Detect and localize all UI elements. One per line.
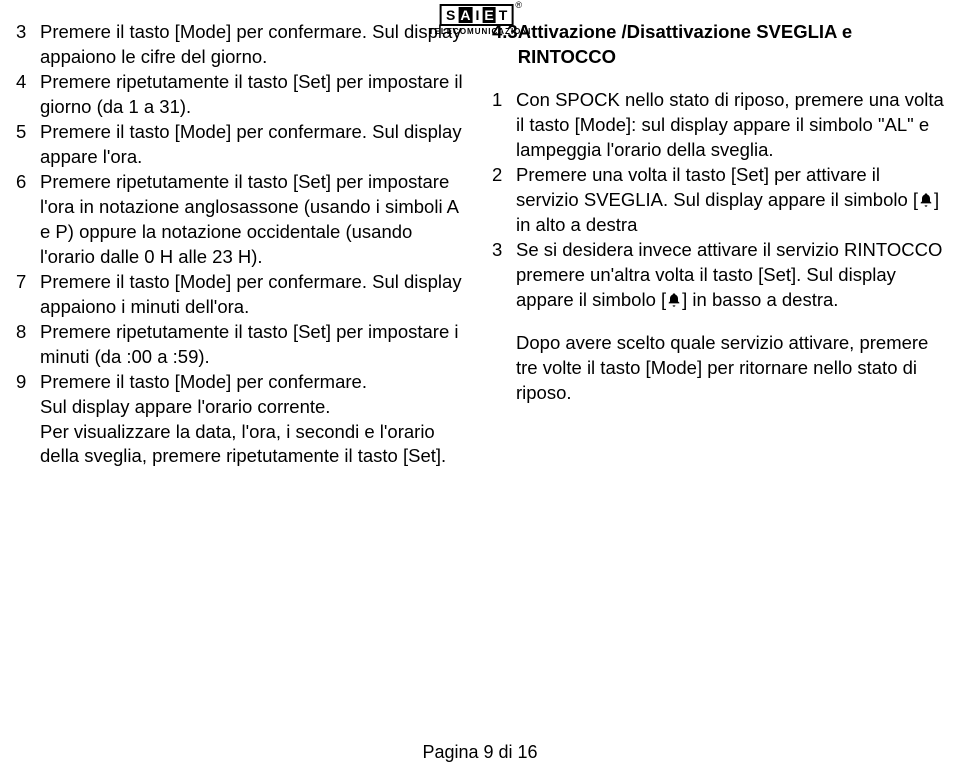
list-item: Sul display appare l'orario corrente. xyxy=(16,395,468,420)
right-column: 4.3Attivazione /Disattivazione SVEGLIA e… xyxy=(492,20,944,469)
left-column: 3Premere il tasto [Mode] per confermare.… xyxy=(16,20,468,469)
list-item: 5Premere il tasto [Mode] per confermare.… xyxy=(16,120,468,170)
section-heading: 4.3Attivazione /Disattivazione SVEGLIA e… xyxy=(492,20,944,70)
brand-logo: SAIET® TELECOMUNICAZIONI xyxy=(429,4,532,36)
list-item: 3Premere il tasto [Mode] per confermare.… xyxy=(16,20,468,70)
brand-subtitle: TELECOMUNICAZIONI xyxy=(429,27,532,36)
list-item: 9Premere il tasto [Mode] per confermare. xyxy=(16,370,468,395)
list-item: 2Premere una volta il tasto [Set] per at… xyxy=(492,163,944,238)
list-item: 8Premere ripetutamente il tasto [Set] pe… xyxy=(16,320,468,370)
list-item: 3Se si desidera invece attivare il servi… xyxy=(492,238,944,313)
list-item: Per visualizzare la data, l'ora, i secon… xyxy=(16,420,468,470)
list-item: 4Premere ripetutamente il tasto [Set] pe… xyxy=(16,70,468,120)
paragraph: Dopo avere scelto quale servizio attivar… xyxy=(492,331,944,406)
list-item: 1Con SPOCK nello stato di riposo, premer… xyxy=(492,88,944,163)
list-item: 7Premere il tasto [Mode] per confermare.… xyxy=(16,270,468,320)
page-footer: Pagina 9 di 16 xyxy=(0,742,960,763)
list-item: 6Premere ripetutamente il tasto [Set] pe… xyxy=(16,170,468,270)
